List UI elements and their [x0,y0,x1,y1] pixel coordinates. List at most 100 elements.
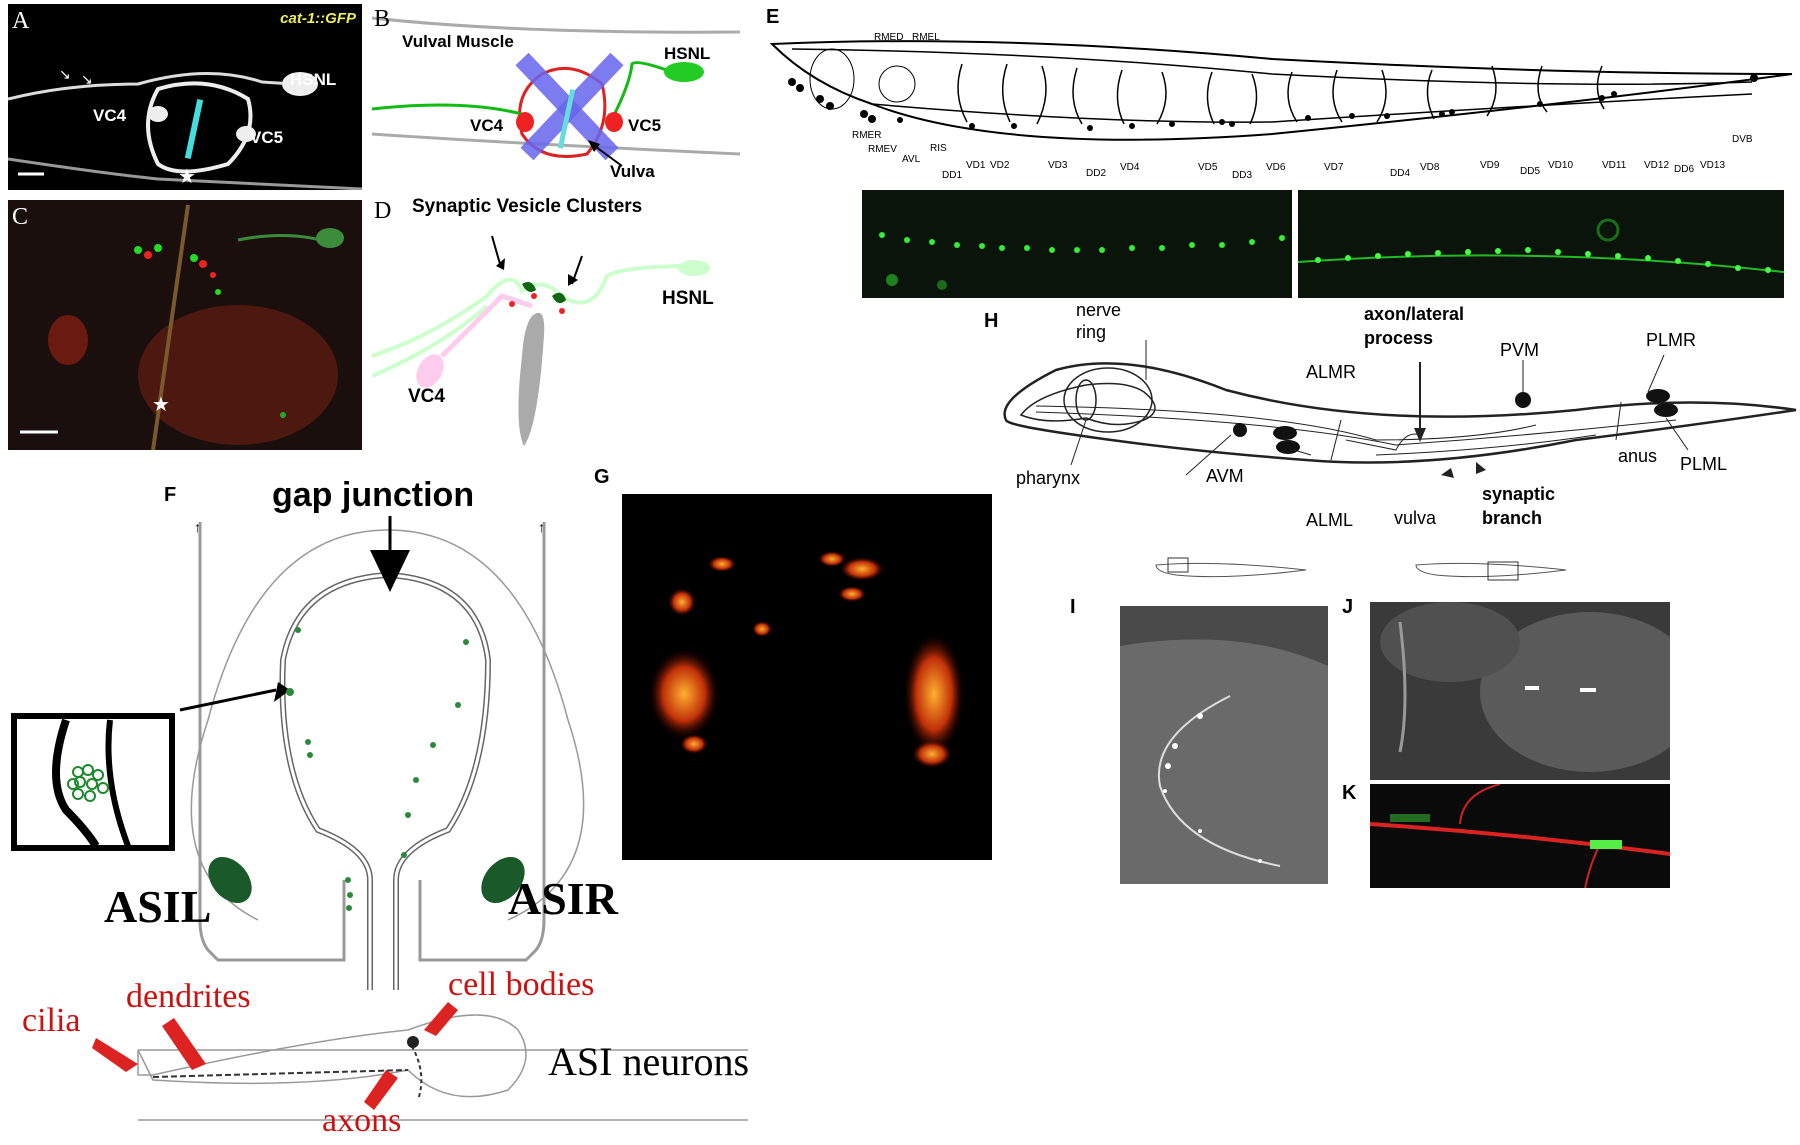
panel-j: J [1336,596,1798,782]
panel-a-title: cat-1::GFP [280,10,356,27]
panel-h-letter: H [984,310,999,332]
panel-b-vc5: VC5 [628,116,662,135]
panel-f-asi-neurons: ASI neurons [548,1039,750,1084]
panel-a: ↘ ↘ A cat-1::GFP HSNL VC4 VC5 ★ [8,4,362,190]
panel-h-thumbnail-right [1415,561,1567,581]
panel-b-diagram [372,16,741,167]
panel-k-image [1369,783,1671,889]
panel-i-image [1120,606,1328,884]
panel-e-label-avl: AVL [902,154,921,165]
panel-a-letter: A [12,8,30,34]
panel-d: D Synaptic Vesicle Clusters HSNL VC4 [372,196,742,456]
panel-e-letter: E [766,6,780,28]
panel-e-image-right [1297,190,1785,298]
svg-text:↑: ↑ [538,519,545,535]
panel-e-label-vd3: VD3 [1048,160,1068,171]
panel-f-diagram: ↑ ↑ [11,516,748,1121]
panel-e-label-rmel: RMEL [912,32,940,43]
panel-b-muscle: Vulval Muscle [402,32,514,51]
panel-f-cell-bodies: cell bodies [448,966,595,1003]
panel-e-label-rmed: RMED [874,32,904,43]
panel-d-vc4: VC4 [408,386,445,407]
panel-e-label-rmev: RMEV [868,144,897,155]
panel-e-label-dd6: DD6 [1674,164,1695,175]
panel-d-hsnl: HSNL [662,288,714,309]
svg-text:↑: ↑ [194,519,201,535]
panel-f: ↑ ↑ F gap junction AS [8,470,778,1142]
panel-b-vc4: VC4 [470,116,504,135]
panel-f-letter: F [164,484,177,506]
panel-h: H nerve ring axon/lateral process PVM PL… [976,300,1798,590]
panel-h-syn2: branch [1482,508,1543,528]
panel-j-letter: J [1342,596,1354,618]
svg-text:↘: ↘ [81,71,93,87]
panel-h-anus: anus [1618,446,1658,466]
panel-a-hsnl: HSNL [290,70,337,89]
panel-f-asir: ASIR [508,873,618,924]
panel-d-diagram [372,235,710,446]
panel-a-vc5: VC5 [250,128,284,147]
panel-e-label-vd5: VD5 [1198,162,1218,173]
panel-e-label-vd4: VD4 [1120,162,1140,173]
panel-e-label-vd1: VD1 [966,160,986,171]
panel-e-label-vd12: VD12 [1644,160,1670,171]
panel-f-asil: ASIL [104,881,212,932]
panel-a-star: ★ [178,166,196,188]
panel-e-label-vd9: VD9 [1480,160,1500,171]
panel-k-letter: K [1342,782,1357,804]
panel-e-worm-diagram [769,40,1793,141]
panel-d-letter: D [374,198,392,224]
panel-h-axon1: axon/lateral [1364,304,1465,324]
panel-e-label-dd5: DD5 [1520,166,1541,177]
panel-h-syn1: synaptic [1482,484,1556,504]
panel-b: B Vulval Muscle HSNL VC4 VC5 Vulva [372,4,742,190]
panel-h-alml: ALML [1306,510,1354,530]
panel-g-image [622,494,992,860]
panel-h-diagram [1003,340,1797,581]
panel-j-image [1370,602,1700,780]
panel-d-title: Synaptic Vesicle Clusters [412,196,643,217]
svg-text:↘: ↘ [59,66,71,82]
panel-h-vulva: vulva [1394,508,1437,528]
panel-g: G [584,466,996,862]
panel-c: C ★ [8,200,362,450]
panel-f-gap-junction: gap junction [272,476,475,514]
panel-e-commissures [957,63,1605,125]
panel-h-plml: PLML [1680,454,1728,474]
panel-g-letter: G [594,466,610,488]
panel-e-label-rmer: RMER [852,130,882,141]
panel-c-star: ★ [152,394,170,416]
panel-e: E RMED RMEL RMER RMEV AVL RIS DD1 VD1 VD… [752,4,1797,299]
panel-h-thumbnail-left [1155,557,1307,578]
panel-e-label-dd3: DD3 [1232,170,1253,181]
panel-a-image: ↘ ↘ [8,66,362,190]
panel-h-pvm: PVM [1500,340,1540,360]
panel-h-almr: ALMR [1306,362,1357,382]
panel-k: K [1336,782,1798,890]
panel-f-axons: axons [322,1102,402,1139]
panel-e-label-dd4: DD4 [1390,168,1411,179]
panel-h-nerve: nerve [1076,300,1122,320]
panel-h-pharynx: pharynx [1016,468,1081,488]
panel-e-label-ris: RIS [930,143,947,154]
panel-f-cilia: cilia [22,1002,81,1039]
panel-e-label-vd11: VD11 [1602,160,1627,171]
panel-e-label-dvb: DVB [1732,134,1753,145]
panel-e-label-vd2: VD2 [990,160,1010,171]
panel-e-label-vd13: VD13 [1700,160,1726,171]
panel-b-hsnl: HSNL [664,44,711,63]
panel-i: I [1064,596,1334,886]
panel-e-label-dd2: DD2 [1086,168,1107,179]
panel-h-ring: ring [1076,322,1107,342]
panel-c-image [20,204,344,450]
panel-f-dendrites: dendrites [126,978,251,1015]
panel-e-label-vd10: VD10 [1548,160,1574,171]
panel-e-label-vd7: VD7 [1324,162,1344,173]
panel-c-letter: C [12,204,29,230]
panel-h-axon2: process [1364,328,1434,348]
panel-e-label-vd8: VD8 [1420,162,1440,173]
panel-e-label-dd1: DD1 [942,170,963,181]
panel-b-letter: B [374,6,391,32]
panel-a-vc4: VC4 [93,106,127,125]
panel-h-plmr: PLMR [1646,330,1697,350]
